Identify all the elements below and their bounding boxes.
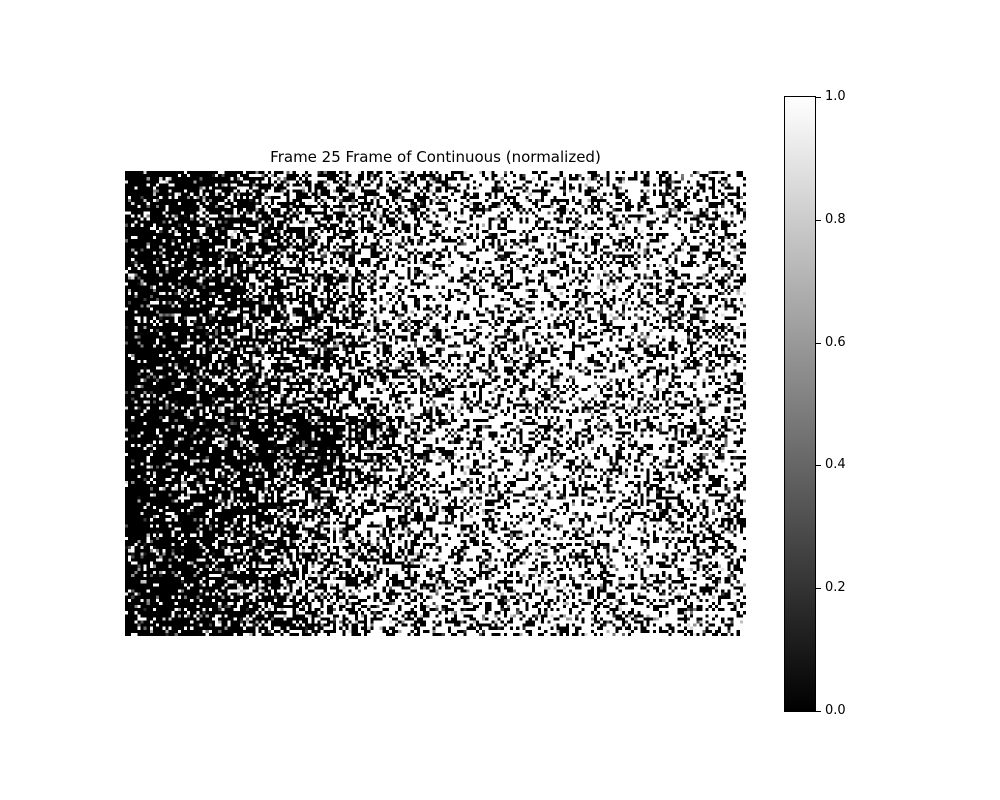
colorbar-tick [816, 711, 821, 712]
colorbar-tick [816, 97, 821, 98]
heatmap-image [125, 171, 746, 636]
colorbar-tick-label: 1.0 [825, 90, 846, 104]
colorbar [784, 96, 816, 712]
colorbar-tick [816, 343, 821, 344]
colorbar-tick [816, 220, 821, 221]
colorbar-tick [816, 465, 821, 466]
colorbar-tick-label: 0.4 [825, 458, 846, 472]
colorbar-tick-label: 0.6 [825, 336, 846, 350]
colorbar-tick-label: 0.2 [825, 581, 846, 595]
colorbar-tick-label: 0.8 [825, 213, 846, 227]
colorbar-tick-label: 0.0 [825, 704, 846, 718]
colorbar-tick [816, 588, 821, 589]
chart-title: Frame 25 Frame of Continuous (normalized… [125, 148, 746, 166]
